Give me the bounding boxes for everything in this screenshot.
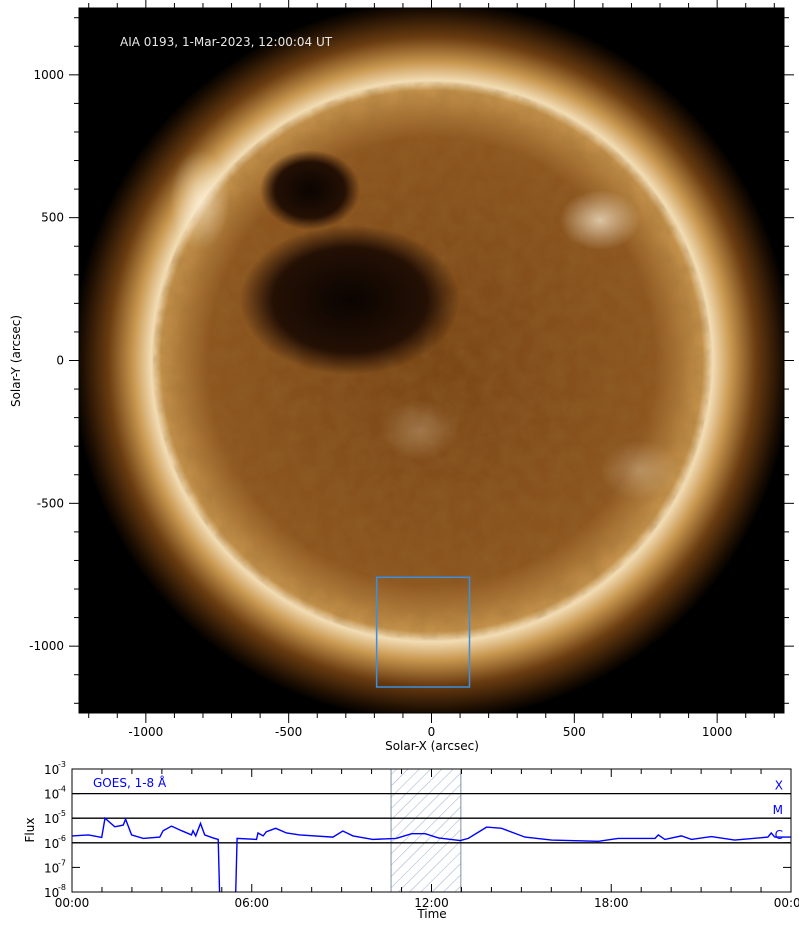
goes-legend: GOES, 1-8 Å [93,775,167,790]
y-tick-label: 1000 [33,68,64,82]
goes-y-tick-label: 10 [44,861,59,875]
shaded-interval [390,768,462,893]
goes-y-tick-exponent: -7 [58,858,66,867]
goes-y-tick-exponent: -6 [58,834,66,843]
goes-x-tick-label: 18:00 [594,896,629,910]
goes-x-tick-labels: 00:00 06:00 12:00 18:00 00:00 [55,896,799,910]
goes-x-tick-label: 12:00 [414,896,449,910]
x-tick-label: 0 [428,725,436,739]
goes-series-line [72,816,221,892]
flare-class-lines: XMC [72,779,791,844]
goes-y-tick-label: 10 [44,812,59,826]
sun-image [79,8,784,713]
image-ticks [69,0,794,723]
coronal-hole [240,225,460,375]
goes-flux-curve [72,816,791,892]
x-axis-label: Solar-X (arcsec) [385,739,479,753]
goes-y-tick-exponent: -5 [58,809,66,818]
solar-image-panel: AIA 0193, 1-Mar-2023, 12:00:04 UT -1000-… [9,0,794,753]
x-tick-label: -1000 [128,725,163,739]
flare-class-label: X [775,779,783,793]
goes-y-tick-label: 10 [44,837,59,851]
flare-class-label: M [773,803,783,817]
goes-ticks [71,768,792,893]
goes-y-tick-exponent: -8 [58,883,66,892]
goes-y-tick-label: 10 [44,886,59,900]
goes-y-tick-labels: 10-810-710-610-510-410-3 [44,760,66,900]
active-region [600,440,680,500]
disk-texture [153,82,711,640]
goes-series-line [235,826,791,892]
x-tick-label: 1000 [702,725,733,739]
goes-x-axis-label: Time [416,907,446,921]
y-axis-label: Solar-Y (arcsec) [9,315,23,407]
x-tick-label: -500 [275,725,302,739]
y-tick-label: -500 [37,496,64,510]
x-tick-label: 500 [563,725,586,739]
goes-y-axis-label: Flux [23,818,37,843]
active-region [380,400,460,460]
coronal-hole [260,150,360,230]
y-tick-label: -1000 [29,639,64,653]
flare-class-label: C [775,828,783,842]
goes-x-tick-label: 06:00 [234,896,269,910]
x-tick-labels: -1000 -500 0 500 1000 [128,725,732,739]
y-tick-label: 0 [56,354,64,368]
goes-y-tick-exponent: -4 [58,785,66,794]
goes-y-tick-label: 10 [44,763,59,777]
active-region [560,190,640,250]
y-tick-label: 500 [41,211,64,225]
region-of-interest-box [375,576,471,688]
limb-brightening [170,150,230,250]
goes-y-tick-label: 10 [44,788,59,802]
goes-y-tick-exponent: -3 [58,760,66,769]
y-tick-labels: -1000 -500 0 500 1000 [29,68,64,653]
image-title: AIA 0193, 1-Mar-2023, 12:00:04 UT [120,35,333,49]
goes-x-tick-label: 00:00 [55,896,90,910]
goes-x-tick-label: 00:00 [774,896,799,910]
